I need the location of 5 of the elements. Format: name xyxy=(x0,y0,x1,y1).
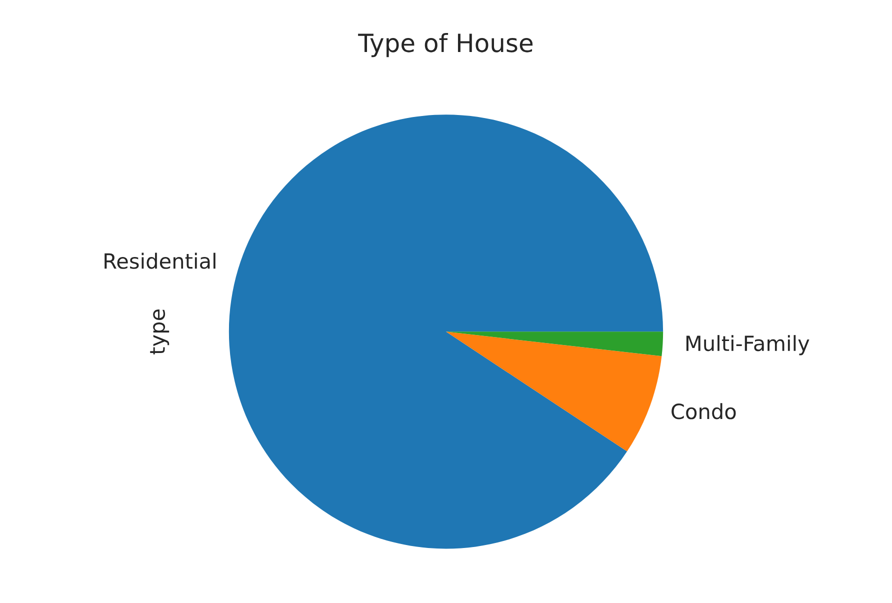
text: type xyxy=(150,309,170,354)
slice-label: Multi-Family xyxy=(686,335,810,356)
chart-title: Type of House xyxy=(358,32,533,58)
slice-label: Residential xyxy=(104,252,216,269)
slice-label: Condo xyxy=(672,403,736,420)
